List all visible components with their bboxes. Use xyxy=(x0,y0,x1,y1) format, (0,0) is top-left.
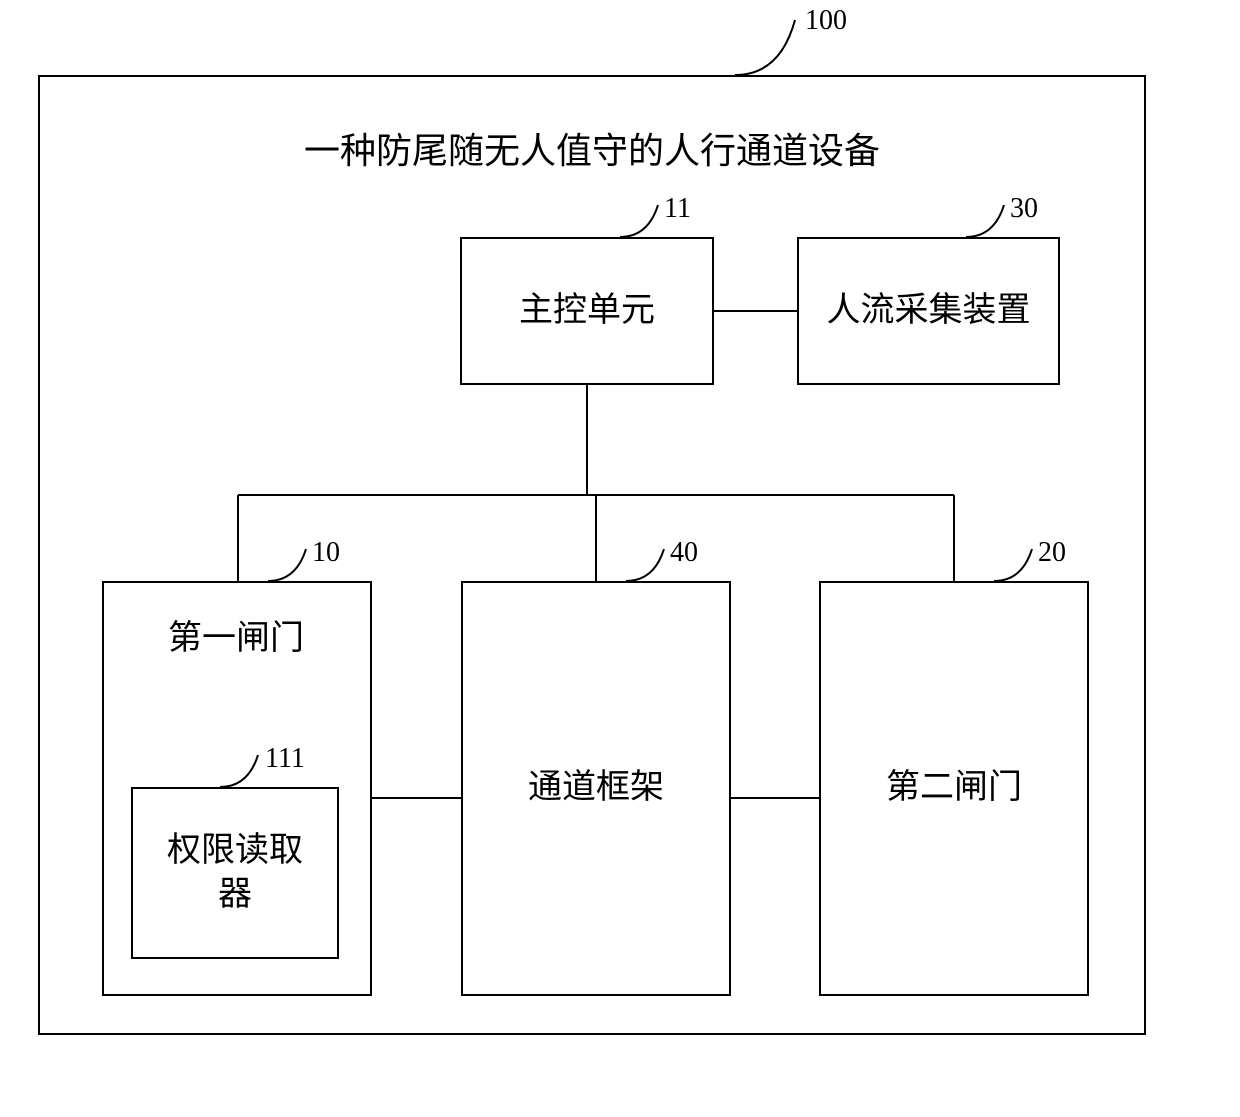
connector-bus-sg xyxy=(953,495,955,581)
block-channel-frame: 通道框架 xyxy=(461,581,731,996)
channel-frame-label: 通道框架 xyxy=(528,766,664,810)
connector-fg-cf xyxy=(372,797,461,799)
block-traffic-collector: 人流采集装置 xyxy=(797,237,1060,385)
auth-reader-label: 权限读取 器 xyxy=(167,829,303,917)
ref-100: 100 xyxy=(805,5,847,37)
connector-cf-sg xyxy=(731,797,819,799)
first-gate-label: 第一闸门 xyxy=(168,610,304,659)
traffic-collector-label: 人流采集装置 xyxy=(827,289,1031,333)
second-gate-label: 第二闸门 xyxy=(886,766,1022,810)
ref-40: 40 xyxy=(670,537,698,569)
block-second-gate: 第二闸门 xyxy=(819,581,1089,996)
ref-10: 10 xyxy=(312,537,340,569)
connector-mc-tc xyxy=(714,310,797,312)
connector-mc-down xyxy=(586,385,588,495)
block-auth-reader: 权限读取 器 xyxy=(131,787,339,959)
ref-30: 30 xyxy=(1010,193,1038,225)
ref-11: 11 xyxy=(664,193,691,225)
main-control-label: 主控单元 xyxy=(519,289,655,333)
ref-20: 20 xyxy=(1038,537,1066,569)
connector-bus-fg xyxy=(237,495,239,581)
block-main-control: 主控单元 xyxy=(460,237,714,385)
connector-bus-cf xyxy=(595,495,597,581)
ref-111: 111 xyxy=(265,743,305,775)
diagram-title: 一种防尾随无人值守的人行通道设备 xyxy=(38,122,1146,174)
